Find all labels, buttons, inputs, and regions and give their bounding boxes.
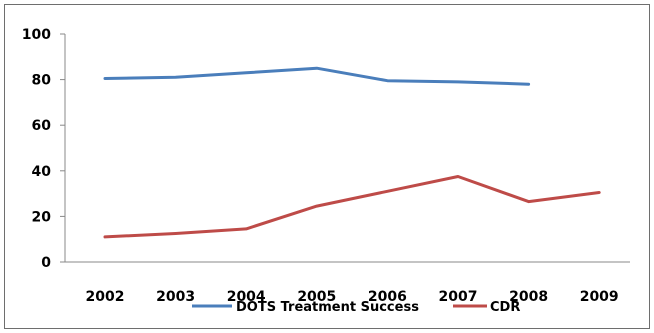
y-tick-label: 0	[41, 255, 51, 271]
series-line-cdr	[103, 175, 601, 239]
x-tick-label: 2004	[227, 289, 266, 305]
x-tick-label: 2006	[368, 289, 407, 305]
x-axis-ticks: 2002 2003 2004 2005 2006 2007 2008 2009	[86, 289, 619, 305]
x-tick-label: 2009	[580, 289, 619, 305]
y-axis-ticks: 0 20 40 60 80 100	[22, 27, 65, 271]
legend-label: CDR	[490, 300, 520, 315]
x-tick-label: 2007	[439, 289, 478, 305]
chart-frame	[4, 4, 650, 329]
x-tick-label: 2003	[156, 289, 195, 305]
y-tick-label: 20	[32, 209, 52, 225]
axes	[64, 34, 630, 263]
legend: DOTS Treatment Success CDR	[192, 300, 520, 315]
legend-label: DOTS Treatment Success	[236, 300, 419, 315]
x-tick-label: 2005	[297, 289, 336, 305]
y-tick-label: 40	[32, 164, 52, 180]
series-lines	[103, 66, 601, 239]
y-tick-label: 80	[32, 73, 52, 89]
y-tick-label: 100	[22, 27, 51, 43]
x-tick-label: 2002	[86, 289, 125, 305]
y-tick-label: 60	[32, 118, 52, 134]
series-line-dots-treatment-success	[103, 66, 531, 86]
x-tick-label: 2008	[509, 289, 548, 305]
